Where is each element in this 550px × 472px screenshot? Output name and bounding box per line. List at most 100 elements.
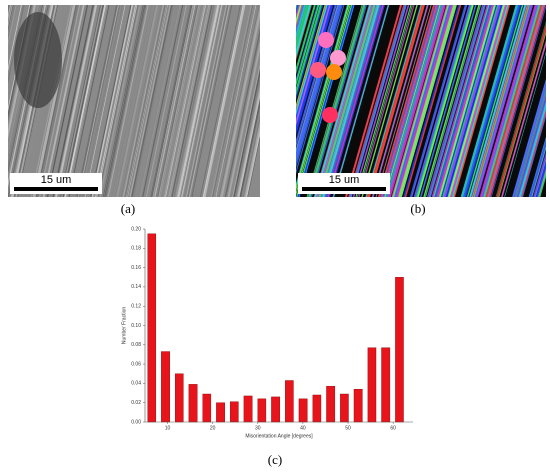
y-tick-label: 0.00 bbox=[131, 419, 141, 425]
scale-text: 15 um bbox=[329, 174, 360, 186]
stripe bbox=[376, 5, 432, 197]
y-tick-label: 0.18 bbox=[131, 246, 141, 252]
stripe bbox=[296, 5, 309, 50]
stripe bbox=[495, 21, 546, 197]
streak bbox=[173, 5, 216, 197]
grain bbox=[322, 107, 338, 123]
stripe bbox=[404, 5, 462, 197]
x-tick-label: 60 bbox=[390, 425, 396, 431]
stripe bbox=[349, 5, 407, 197]
stripe bbox=[496, 23, 546, 197]
stripe bbox=[520, 109, 546, 197]
stripe bbox=[355, 5, 412, 197]
y-tick-label: 0.12 bbox=[131, 304, 141, 310]
stripe bbox=[483, 5, 541, 197]
stripe bbox=[296, 5, 316, 75]
streak bbox=[83, 5, 125, 197]
stripe bbox=[442, 5, 500, 197]
stripe bbox=[467, 5, 524, 197]
streak bbox=[124, 5, 167, 197]
stripe bbox=[332, 5, 389, 197]
stripe bbox=[296, 5, 324, 101]
stripe bbox=[433, 5, 489, 197]
streak bbox=[54, 5, 96, 197]
streak bbox=[190, 5, 232, 197]
stripe bbox=[385, 5, 442, 197]
stripe bbox=[433, 5, 490, 197]
stripe bbox=[353, 5, 410, 197]
bar bbox=[257, 398, 267, 423]
stripe bbox=[449, 5, 507, 197]
stripe bbox=[321, 5, 378, 197]
bar bbox=[216, 402, 225, 423]
streak bbox=[175, 5, 217, 197]
streak bbox=[164, 5, 206, 197]
stripe bbox=[296, 5, 320, 86]
streak bbox=[60, 5, 101, 197]
y-tick-label: 0.10 bbox=[131, 323, 141, 329]
x-tick-label: 40 bbox=[300, 425, 306, 431]
x-tick-label: 10 bbox=[165, 425, 171, 431]
streak bbox=[132, 5, 174, 197]
stripe bbox=[482, 5, 539, 197]
stripe bbox=[535, 158, 546, 197]
streak bbox=[36, 5, 79, 197]
streak bbox=[199, 5, 241, 197]
stripe bbox=[297, 5, 355, 197]
streak bbox=[181, 5, 223, 197]
streak bbox=[227, 40, 260, 197]
stripe bbox=[416, 5, 473, 197]
streak bbox=[106, 5, 148, 197]
stripe bbox=[453, 5, 510, 197]
stripe bbox=[530, 143, 546, 197]
stripe bbox=[397, 5, 454, 197]
streak bbox=[159, 5, 201, 197]
stripe bbox=[379, 5, 437, 197]
streak bbox=[158, 5, 200, 197]
y-tick-label: 0.16 bbox=[131, 265, 141, 271]
streak bbox=[129, 5, 171, 197]
stripe bbox=[531, 146, 546, 197]
panel-label: (a) bbox=[121, 201, 135, 216]
streak bbox=[62, 5, 104, 197]
bar bbox=[175, 373, 184, 423]
streak bbox=[157, 5, 198, 197]
streak bbox=[30, 5, 73, 197]
stripe bbox=[438, 5, 496, 197]
grain bbox=[330, 50, 346, 66]
stripe bbox=[460, 5, 519, 197]
stripe bbox=[387, 5, 444, 197]
streak bbox=[142, 5, 184, 197]
stripe bbox=[398, 5, 456, 197]
stripe bbox=[357, 5, 413, 197]
bar bbox=[230, 401, 239, 423]
stripe bbox=[533, 153, 546, 197]
stripe bbox=[296, 5, 350, 192]
streak bbox=[8, 5, 9, 9]
streak bbox=[64, 5, 106, 197]
stripe bbox=[358, 5, 415, 197]
streak bbox=[165, 5, 206, 197]
stripe bbox=[409, 5, 468, 197]
stripe bbox=[308, 5, 366, 197]
bar bbox=[202, 393, 212, 423]
x-tick-label: 50 bbox=[345, 425, 351, 431]
streak bbox=[116, 5, 159, 197]
streak bbox=[243, 116, 260, 197]
stripe bbox=[428, 5, 486, 197]
streak bbox=[209, 5, 251, 197]
bar bbox=[381, 347, 391, 423]
grain bbox=[310, 62, 326, 78]
streak bbox=[55, 5, 98, 197]
y-tick-label: 0.14 bbox=[131, 284, 141, 290]
streak bbox=[187, 5, 230, 197]
streak bbox=[120, 5, 162, 197]
streak bbox=[154, 5, 195, 197]
y-tick-label: 0.20 bbox=[131, 226, 141, 232]
streak bbox=[33, 5, 75, 197]
streak bbox=[78, 5, 121, 197]
stripe bbox=[528, 136, 546, 197]
streak bbox=[225, 30, 260, 197]
streak bbox=[170, 5, 212, 197]
stripe bbox=[423, 5, 480, 197]
